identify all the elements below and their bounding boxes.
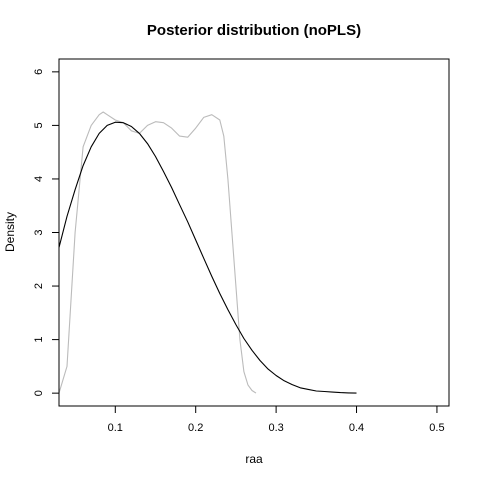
y-axis: 0 1 2 3 4 5 6 [33,69,59,396]
y-tick-label: 3 [33,229,45,235]
y-tick-label: 0 [33,390,45,396]
y-tick-label: 1 [33,337,45,343]
x-axis: 0.1 0.2 0.3 0.4 0.5 [108,406,445,434]
x-tick-label: 0.1 [108,422,123,434]
series-layer [58,111,357,394]
y-tick-label: 4 [33,176,45,182]
x-tick-label: 0.5 [429,422,444,434]
y-tick-label: 6 [33,69,45,75]
chart-title: Posterior distribution (noPLS) [147,22,361,39]
density-line-1 [58,111,257,394]
x-tick-label: 0.2 [188,422,203,434]
x-tick-label: 0.4 [349,422,364,434]
x-axis-label: raa [245,452,263,466]
y-tick-label: 2 [33,283,45,289]
y-tick-label: 5 [33,122,45,128]
density-line-2 [58,121,357,394]
plot-frame [58,58,450,407]
x-tick-label: 0.3 [268,422,283,434]
y-axis-label: Density [3,212,17,252]
